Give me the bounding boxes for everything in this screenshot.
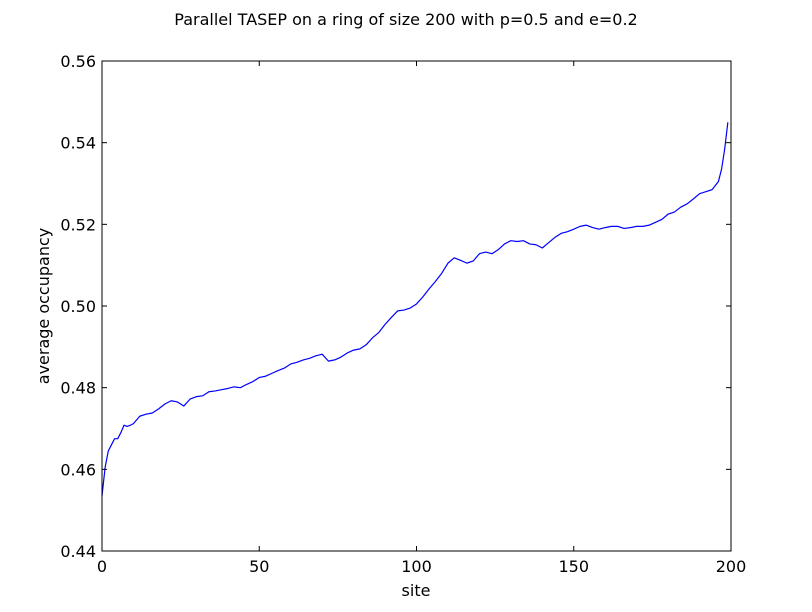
y-tick-label: 0.50 <box>60 297 96 316</box>
y-tick-label: 0.54 <box>60 134 96 153</box>
y-tick-label: 0.56 <box>60 52 96 71</box>
x-tick-label: 200 <box>716 557 747 576</box>
axis-ticks: 0 50 100 150 200 0.44 0.46 0.48 0.50 0.52 0.54 0.56 <box>60 52 746 576</box>
x-tick-label: 0 <box>97 557 107 576</box>
y-tick-label: 0.52 <box>60 215 96 234</box>
x-axis-label: site <box>402 581 431 600</box>
x-tick-label: 50 <box>249 557 269 576</box>
chart-title: Parallel TASEP on a ring of size 200 wit… <box>174 10 637 29</box>
y-tick-label: 0.44 <box>60 542 96 561</box>
y-tick-label: 0.46 <box>60 460 96 479</box>
y-axis-label: average occupancy <box>34 228 53 384</box>
x-tick-label: 150 <box>558 557 589 576</box>
series-line-average-occupancy <box>101 122 729 496</box>
y-tick-label: 0.48 <box>60 379 96 398</box>
x-tick-label: 100 <box>401 557 432 576</box>
